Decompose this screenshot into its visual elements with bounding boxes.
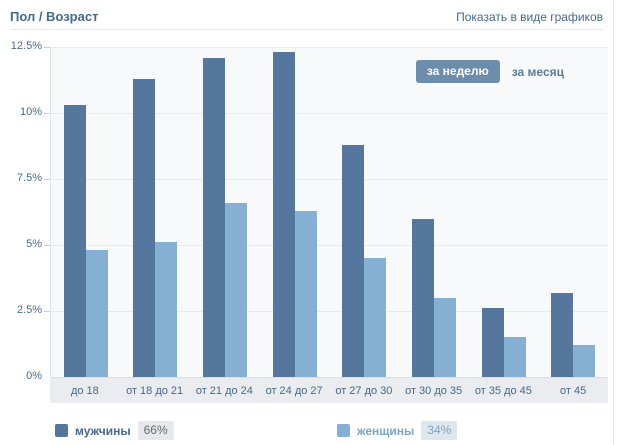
axis-tick [44,245,50,246]
bar-женщины[interactable] [503,337,526,377]
x-tick-label: до 18 [70,384,99,397]
y-tick-label: 5% [26,238,42,250]
page-title: Пол / Возраст [10,9,99,24]
men-color-swatch [55,424,68,437]
bar-мужчины[interactable] [481,308,504,377]
bar-group [538,47,608,377]
gridline [51,245,608,246]
period-toggle: за неделю за месяц [415,60,564,83]
y-tick-label: 2.5% [16,304,42,316]
bar-group [399,47,469,377]
gridline [51,311,608,312]
gridline [51,47,608,48]
chart-legend: мужчины 66% женщины 34% [0,413,614,443]
men-share-badge: 66% [137,421,174,440]
bar-женщины[interactable] [573,345,596,377]
women-share-badge: 34% [421,421,458,440]
bar-мужчины[interactable] [203,58,226,377]
period-month-button[interactable]: за месяц [511,64,564,79]
bar-мужчины[interactable] [411,219,434,377]
women-color-swatch [337,424,350,437]
bar-женщины[interactable] [155,242,178,377]
gridline [51,179,608,180]
bar-женщины[interactable] [294,211,317,377]
show-as-graphs-link[interactable]: Показать в виде графиков [456,9,603,24]
y-tick-label: 7.5% [16,172,42,184]
bar-мужчины[interactable] [272,52,295,377]
y-tick-label: 0% [26,370,42,382]
x-tick-label: от 35 до 45 [474,384,532,397]
axis-tick [44,179,50,180]
bar-мужчины[interactable] [63,105,86,377]
x-tick-label: от 21 до 24 [195,384,253,397]
axis-tick [44,311,50,312]
plot-area: за неделю за месяц [44,47,608,377]
bar-group [51,47,121,377]
y-axis: 12.5% 10% 7.5% 5% 2.5% 0% [0,40,44,382]
bar-group [190,47,260,377]
y-tick-label: 12.5% [10,40,42,52]
legend-label-women: женщины [357,423,415,438]
x-tick-label: от 27 до 30 [335,384,393,397]
bar-женщины[interactable] [433,298,456,377]
x-tick-label: от 18 до 21 [126,384,184,397]
bar-мужчины[interactable] [342,145,365,377]
gridline [51,113,608,114]
bar-groups [51,47,608,377]
bar-мужчины[interactable] [551,293,574,377]
legend-item-men: мужчины 66% [55,421,174,440]
bar-group [260,47,330,377]
period-week-button[interactable]: за неделю [415,60,500,83]
x-axis: до 18 от 18 до 21 от 21 до 24 от 24 до 27 от… [50,377,608,403]
axis-tick [44,47,50,48]
bar-group [330,47,400,377]
bar-мужчины[interactable] [133,79,156,377]
bar-женщины[interactable] [364,258,387,377]
bar-женщины[interactable] [85,250,108,377]
y-tick-label: 10% [19,106,42,118]
x-tick-label: от 30 до 35 [405,384,463,397]
section-header: Пол / Возраст Показать в виде графиков [10,0,603,30]
bar-group [121,47,191,377]
legend-label-men: мужчины [75,423,131,438]
stats-panel: Пол / Возраст Показать в виде графиков 1… [0,0,614,445]
legend-item-women: женщины 34% [337,421,458,440]
axis-tick [44,113,50,114]
x-tick-label: от 45 [560,384,587,397]
bar-женщины[interactable] [225,203,248,377]
x-tick-label: от 24 до 27 [265,384,323,397]
bar-group [469,47,539,377]
